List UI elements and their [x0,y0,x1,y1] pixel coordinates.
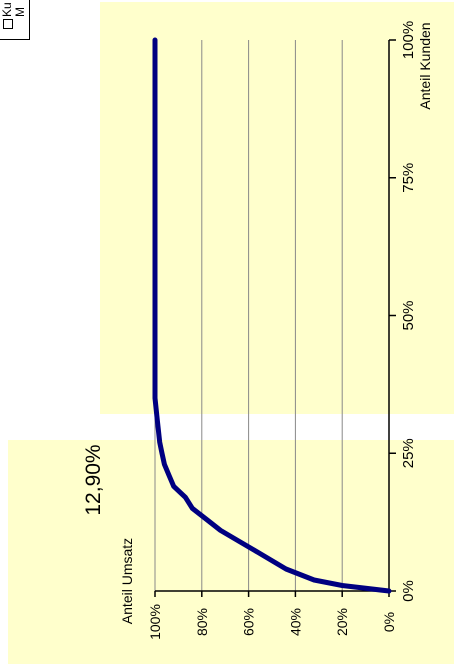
x-axis-title: Anteil Kunden [417,22,433,109]
x-tick-label: 50% [400,300,417,330]
data-point [313,579,315,581]
data-point [154,39,156,41]
legend-item-2-label: M [13,7,27,17]
data-point [341,585,343,586]
legend-items: Ku M [0,2,27,29]
series-line [152,37,392,594]
data-point [154,204,156,206]
x-tick-label: 0% [400,580,417,602]
data-point [154,370,156,372]
plot-background-lower [8,440,454,664]
legend-item-2: M [13,2,27,29]
data-point [161,452,163,454]
data-point [168,474,170,476]
data-point [257,551,259,553]
y-axis-title: Anteil Umsatz [119,538,135,624]
y-tick-label: 80% [194,608,210,636]
x-tick-label: 75% [400,163,417,193]
y-tick-label: 0% [381,612,397,632]
concentration-annotation: 12,90% [82,444,105,515]
data-point [238,540,240,542]
y-tick-label: 20% [334,608,350,636]
data-point [154,315,156,316]
x-tick-label: 25% [400,438,417,468]
data-point [191,507,193,509]
data-point [159,441,161,443]
legend-swatch-icon [2,19,13,29]
data-point [154,149,156,151]
data-point [163,463,165,465]
legend-item-1-label: Ku [0,2,14,17]
data-point [285,568,287,570]
data-point [388,590,390,592]
data-point [156,419,158,421]
y-tick-label: 60% [241,608,257,636]
x-tick-label: 100% [400,21,417,59]
legend: Ku M [0,0,30,40]
data-point [154,259,156,261]
data-point [154,397,156,399]
y-tick-label: 40% [287,608,303,636]
data-point [220,529,221,531]
data-point [184,496,186,498]
data-point [173,485,175,487]
plot-background-upper [100,2,454,414]
y-tick-label: 100% [147,604,163,640]
data-point [206,518,207,520]
data-point [154,94,156,96]
